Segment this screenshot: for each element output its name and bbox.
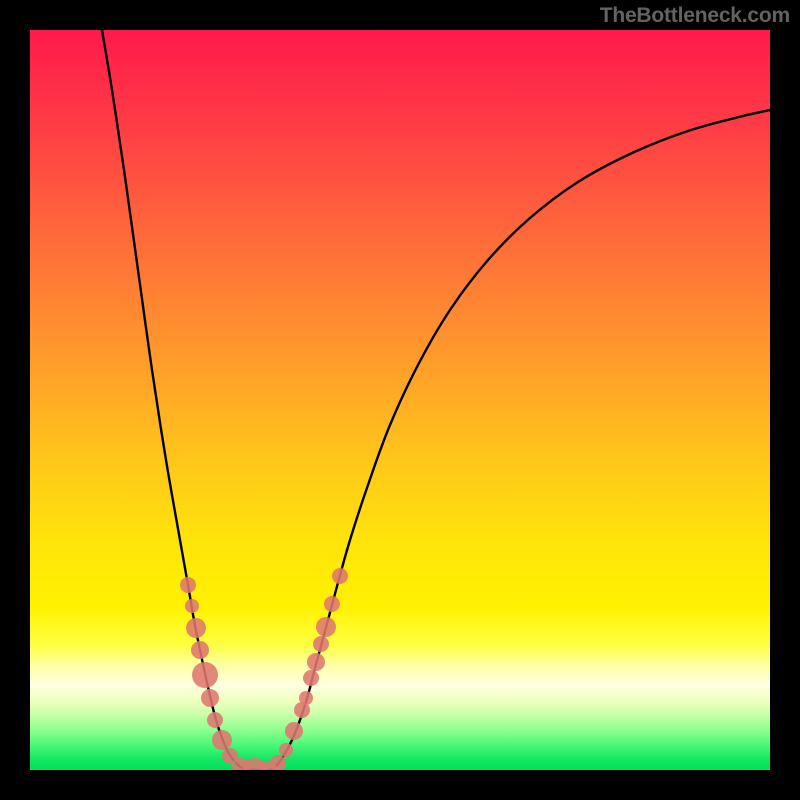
data-marker	[299, 691, 313, 705]
data-marker	[192, 662, 218, 688]
data-marker	[316, 617, 336, 637]
data-marker	[313, 636, 329, 652]
data-marker	[201, 689, 219, 707]
data-marker	[191, 641, 209, 659]
chart-svg	[30, 30, 770, 770]
data-marker	[207, 712, 223, 728]
chart-frame: TheBottleneck.com	[0, 0, 800, 800]
watermark-label: TheBottleneck.com	[600, 4, 790, 28]
plot-area	[30, 30, 770, 770]
data-marker	[180, 577, 196, 593]
data-marker	[212, 730, 232, 750]
data-marker	[332, 568, 348, 584]
data-marker	[186, 618, 206, 638]
data-marker	[185, 599, 199, 613]
data-marker	[307, 653, 325, 671]
data-marker	[279, 743, 293, 757]
data-marker	[285, 722, 303, 740]
data-marker	[324, 596, 340, 612]
data-marker	[303, 670, 319, 686]
